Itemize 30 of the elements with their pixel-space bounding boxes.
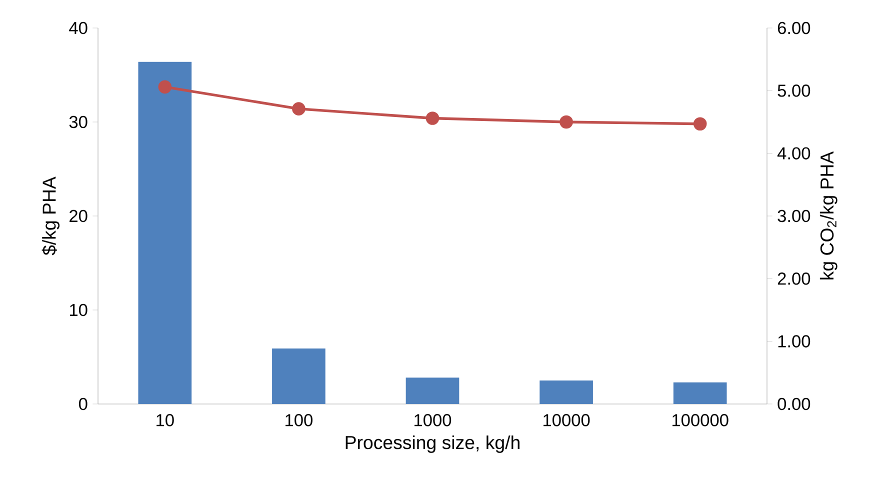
y2-tick-label: 1.00 [778,335,810,348]
y-tick-label: 0 [78,398,88,410]
y2-tick-label: 3.00 [778,210,810,222]
point [560,115,573,129]
y2-tick-label: 6.00 [778,22,810,34]
point [426,112,440,125]
x-tick-label: 10 [156,414,174,426]
bar [138,62,192,404]
y-tick-label: 40 [69,22,88,34]
y-tick-label: 30 [69,116,88,128]
bar [272,348,326,404]
x-tick-label: 100 [286,414,312,426]
bar [406,378,460,404]
y2-tick-label: 5.00 [778,84,810,97]
y2-axis-title: kg CO$_{2}$/kg PHA [820,151,838,280]
y2-tick-label: 4.00 [777,147,810,160]
y2-tick-label: 0.00 [778,398,810,410]
x-tick-label: 1000 [414,414,452,426]
y2-tick-label: 2.00 [778,272,810,285]
x-tick-label: 100000 [672,414,728,426]
point [158,80,172,94]
point [693,117,707,131]
bar [673,382,727,404]
bar [540,380,593,404]
y-tick-label: 10 [70,304,88,316]
point [292,102,306,116]
x-tick-label: 10000 [544,414,590,426]
y-tick-label: 20 [70,210,88,222]
y-axis-title: $/kg PHA [42,176,60,256]
x-axis-title: Processing size, kg/h [346,435,520,453]
